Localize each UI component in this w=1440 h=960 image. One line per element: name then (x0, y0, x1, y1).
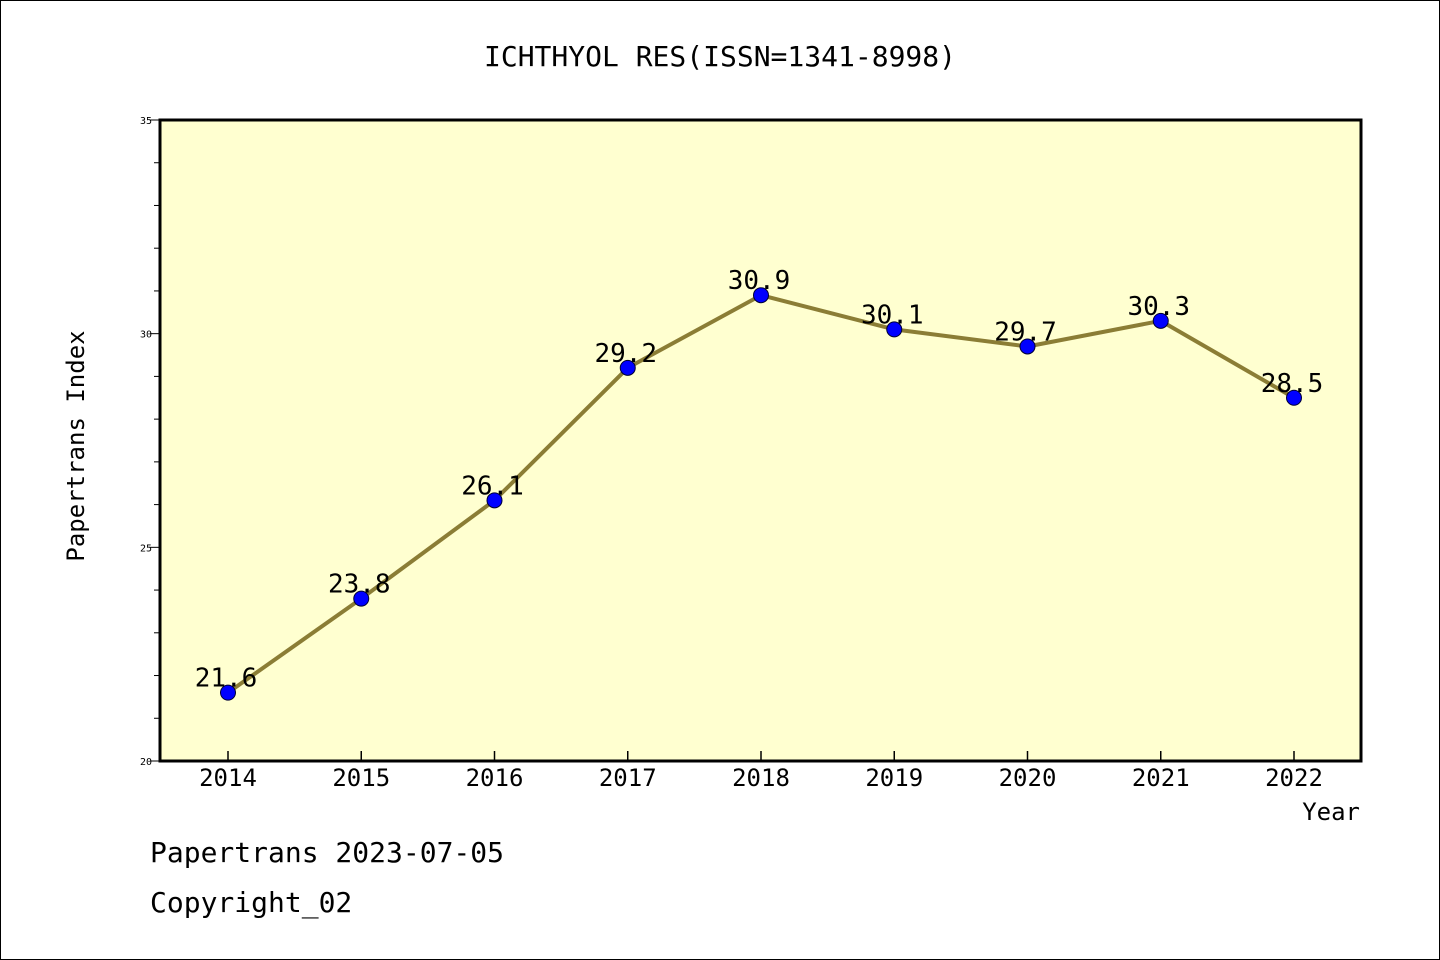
footer-copyright: Copyright_02 (150, 886, 353, 919)
data-point (1286, 389, 1302, 406)
x-tick-label: 2022 (1265, 764, 1323, 792)
data-points (220, 287, 1302, 701)
data-point (486, 492, 503, 509)
data-point (886, 321, 903, 338)
x-axis-label: Year (1302, 798, 1360, 826)
x-tick-label: 2019 (865, 764, 923, 792)
data-point (619, 359, 636, 376)
data-point (1019, 338, 1036, 355)
x-tick-label: 2021 (1132, 764, 1190, 792)
y-tick-label: 30 (140, 330, 152, 341)
x-axis: 2014 2015 2016 2017 2018 2019 2020 2021 2022 (199, 751, 1323, 792)
y-axis-label: Papertrans Index (62, 330, 90, 561)
data-point (353, 590, 370, 607)
x-tick-label: 2015 (332, 764, 390, 792)
x-tick-label: 2016 (466, 764, 524, 792)
y-tick-label: 25 (140, 543, 152, 554)
data-point (1152, 312, 1169, 329)
data-point (753, 287, 769, 304)
y-tick-label: 20 (140, 757, 152, 768)
chart-title: ICHTHYOL RES(ISSN=1341-8998) (484, 40, 956, 73)
plot-area (158, 118, 1363, 763)
x-tick-label: 2020 (999, 764, 1057, 792)
footer-date: Papertrans 2023-07-05 (150, 836, 505, 869)
x-tick-label: 2017 (599, 764, 657, 792)
x-tick-label: 2018 (732, 764, 790, 792)
data-point (220, 684, 236, 701)
x-tick-label: 2014 (199, 764, 257, 792)
y-tick-label: 35 (140, 116, 152, 127)
y-axis: 20 25 30 35 (140, 116, 160, 768)
